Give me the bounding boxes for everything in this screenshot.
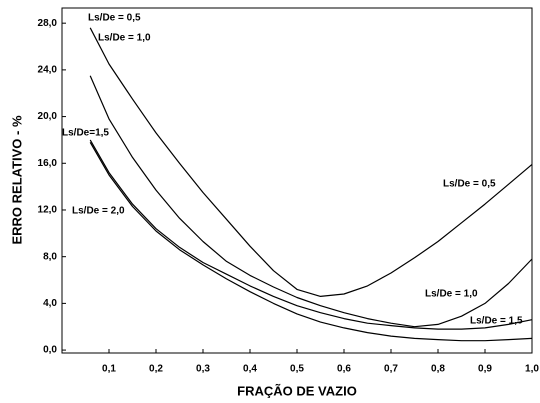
x-tick-label: 1,0 xyxy=(525,364,539,375)
series-label: Ls/De = 2,0 xyxy=(72,206,125,217)
x-tick-label: 0,4 xyxy=(243,364,257,375)
x-tick-label: 0,6 xyxy=(337,364,351,375)
series-line xyxy=(89,142,533,342)
annotation: Ls/De = 1,5 xyxy=(470,316,523,327)
y-tick-label: 0,0 xyxy=(43,345,57,356)
y-axis-title: ERRO RELATIVO - % xyxy=(9,115,24,244)
series-label: Ls/De = 0,5 xyxy=(88,13,141,24)
y-tick-label: 8,0 xyxy=(43,251,57,262)
series-label: Ls/De = 1,0 xyxy=(98,33,151,44)
series-line xyxy=(89,139,533,330)
x-tick-label: 0,8 xyxy=(431,364,445,375)
x-tick-label: 0,5 xyxy=(290,364,304,375)
y-tick-label: 20,0 xyxy=(38,111,58,122)
y-tick-label: 24,0 xyxy=(38,65,58,76)
series-line xyxy=(89,75,533,328)
x-tick-label: 0,3 xyxy=(196,364,210,375)
y-tick-label: 16,0 xyxy=(38,158,58,169)
y-tick-label: 28,0 xyxy=(38,18,58,29)
series-label: Ls/De=1,5 xyxy=(62,128,109,139)
series-line xyxy=(89,27,533,297)
x-tick-label: 0,9 xyxy=(478,364,492,375)
y-tick-label: 12,0 xyxy=(38,205,58,216)
x-tick-label: 0,7 xyxy=(384,364,398,375)
y-tick-label: 4,0 xyxy=(43,298,57,309)
x-axis-title: FRAÇÃO DE VAZIO xyxy=(237,383,357,398)
annotation: Ls/De = 0,5 xyxy=(443,179,496,190)
x-tick-label: 0,2 xyxy=(149,364,163,375)
x-tick-label: 0,1 xyxy=(102,364,116,375)
annotation: Ls/De = 1,0 xyxy=(425,289,478,300)
